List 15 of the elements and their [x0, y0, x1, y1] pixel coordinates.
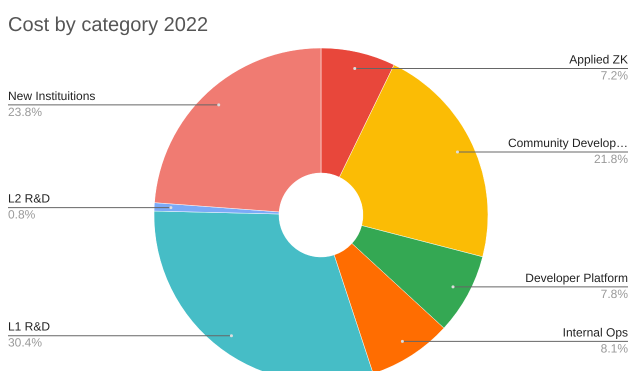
data-label: 0.8% — [8, 208, 36, 222]
slice-label: Community Develop… — [508, 136, 628, 150]
slice-label: Developer Platform — [525, 270, 628, 285]
data-label: 21.8% — [594, 152, 628, 166]
slice-label: L1 R&D — [8, 320, 50, 334]
slice-label: L2 R&D — [8, 192, 50, 206]
slice-label: New Instituitions — [8, 88, 96, 103]
slice-label: Internal Ops — [562, 325, 628, 340]
data-label: 7.8% — [600, 286, 628, 301]
slice-label: Applied ZK — [569, 52, 628, 67]
data-label: 30.4% — [8, 336, 42, 350]
data-label: 23.8% — [8, 104, 42, 119]
data-label: 7.2% — [600, 68, 628, 83]
data-label: 8.1% — [600, 341, 628, 356]
chart-title: Cost by category 2022 — [8, 14, 208, 36]
